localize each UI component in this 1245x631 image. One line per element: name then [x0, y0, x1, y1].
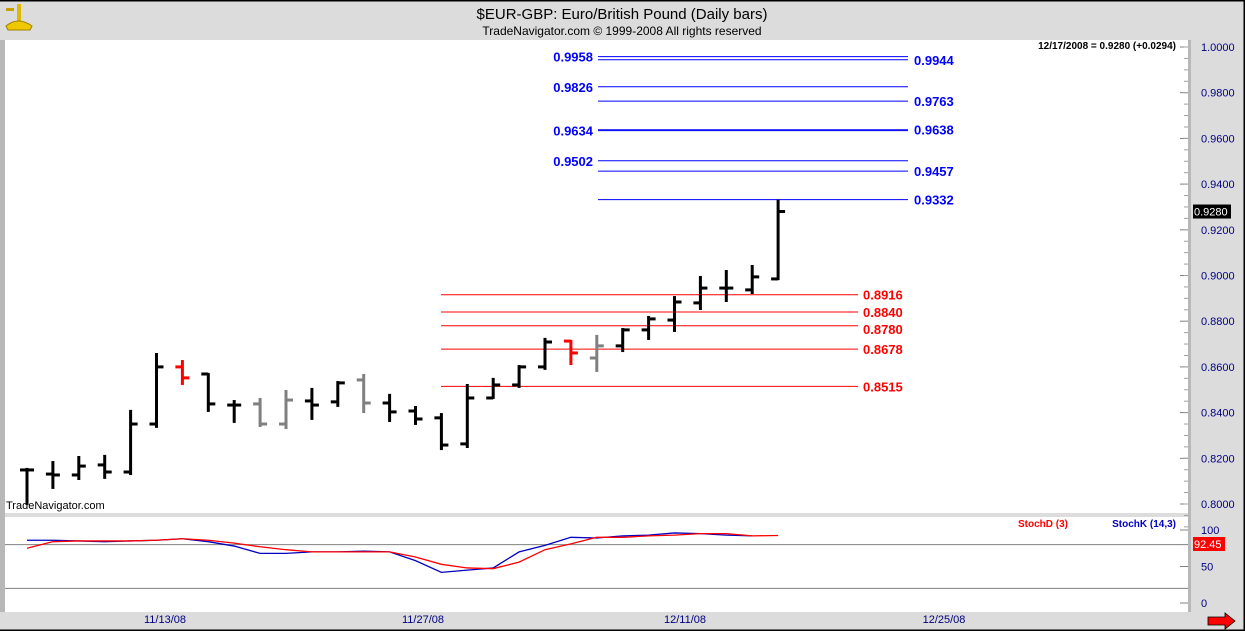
- ohlc-bar: [253, 397, 268, 427]
- blue-level-label: 0.9958: [553, 50, 593, 65]
- bottom-border: [0, 629, 1245, 631]
- blue-level-label: 0.9634: [553, 124, 594, 139]
- y-tick-label: 0.9400: [1201, 179, 1235, 191]
- red-level-label: 0.8780: [863, 322, 903, 337]
- scroll-right-arrow-icon[interactable]: [1207, 612, 1236, 630]
- y-tick-label: 0.9600: [1201, 133, 1235, 145]
- red-level-label: 0.8840: [863, 305, 903, 320]
- stoch-last-value-label: 92.45: [1194, 539, 1222, 551]
- x-tick-label: 12/25/08: [923, 614, 966, 626]
- y-tick-label: 0.8000: [1201, 499, 1235, 511]
- y-tick-label: 0.9000: [1201, 271, 1235, 283]
- ohlc-bar: [693, 275, 708, 311]
- stochastic-panel[interactable]: [5, 517, 1188, 612]
- x-tick-label: 11/27/08: [402, 614, 444, 626]
- blue-level-label: 0.9502: [553, 154, 593, 169]
- blue-level-label: 0.9638: [914, 123, 954, 138]
- ohlc-bar: [719, 270, 734, 303]
- ohlc-bar: [615, 328, 630, 353]
- ohlc-bar: [486, 377, 501, 400]
- ohlc-bar: [589, 334, 604, 372]
- red-level-label: 0.8916: [863, 288, 903, 303]
- ohlc-bar: [434, 413, 449, 451]
- left-edge: [0, 40, 5, 612]
- x-tick-label: 12/11/08: [664, 614, 706, 626]
- x-tick-label: 11/13/08: [144, 614, 186, 626]
- ohlc-bar: [227, 400, 242, 423]
- ohlc-bar: [304, 387, 319, 420]
- sextant-logo-icon[interactable]: [5, 4, 33, 31]
- ohlc-bar: [745, 264, 760, 295]
- ohlc-bar: [330, 381, 345, 407]
- stoch-y-tick-label: 0: [1201, 598, 1207, 610]
- y-tick-label: 0.8200: [1201, 453, 1235, 465]
- stochd-line: [26, 533, 779, 570]
- ohlc-bar: [149, 352, 164, 428]
- stoch-y-tick-label: 50: [1201, 562, 1213, 574]
- last-price-box: [1193, 204, 1231, 219]
- ohlc-bar: [123, 409, 138, 475]
- axis-divider: [1188, 40, 1191, 612]
- date-axis[interactable]: 11/13/08 11/27/08 12/11/08 12/25/08: [144, 614, 965, 626]
- ohlc-bar: [460, 384, 475, 449]
- blue-level-label: 0.9763: [914, 94, 954, 109]
- y-tick-label: 0.8600: [1201, 362, 1235, 374]
- ohlc-bar: [563, 339, 578, 366]
- ohlc-bar: [279, 389, 293, 430]
- price-panel[interactable]: [5, 40, 1188, 513]
- legend-stochk: StochK (14,3): [1112, 519, 1176, 530]
- ohlc-bar: [771, 199, 786, 281]
- ohlc-bar: [408, 405, 423, 425]
- blue-level-label: 0.9457: [914, 164, 954, 179]
- ohlc-bar: [201, 372, 216, 412]
- price-axis[interactable]: 1.0000 0.9800 0.9600 0.9400 0.9200 0.9000 0.88…: [1180, 42, 1235, 528]
- ohlc-bar: [356, 373, 371, 414]
- price-levels: 0.9958 0.9826 0.9634 0.9502 0.9944 0.9763 0.96…: [441, 50, 955, 394]
- ohlc-bar: [512, 365, 527, 388]
- ohlc-bar: [538, 337, 552, 370]
- blue-level-label: 0.9826: [553, 80, 593, 95]
- y-tick-label: 0.8400: [1201, 408, 1235, 420]
- ohlc-bar: [667, 296, 682, 332]
- red-level-label: 0.8678: [863, 342, 903, 357]
- legend-stochd: StochD (3): [1018, 519, 1068, 530]
- ohlc-bar: [97, 454, 112, 479]
- chart-title: $EUR-GBP: Euro/British Pound (Daily bars…: [477, 6, 768, 23]
- ohlc-bar: [175, 360, 190, 385]
- ohlc-bars: [20, 199, 786, 505]
- y-tick-label: 0.9800: [1201, 88, 1235, 100]
- stoch-y-tick-label: 100: [1201, 525, 1219, 537]
- stoch-last-value-box: [1193, 537, 1225, 551]
- last-price-readout: 12/17/2008 = 0.9280 (+0.0294): [1038, 41, 1176, 52]
- blue-level-label: 0.9944: [914, 53, 955, 68]
- ohlc-bar: [641, 315, 656, 340]
- ohlc-bar: [71, 456, 86, 481]
- right-border: [1243, 0, 1245, 631]
- top-border: [0, 0, 1245, 2]
- blue-level-label: 0.9332: [914, 193, 954, 208]
- chart-subtitle: TradeNavigator.com © 1999-2008 All right…: [482, 24, 761, 38]
- y-tick-label: 0.8800: [1201, 316, 1235, 328]
- y-tick-label: 1.0000: [1201, 42, 1235, 54]
- ohlc-bar: [20, 467, 34, 505]
- ohlc-bar: [45, 461, 60, 489]
- red-level-label: 0.8515: [863, 379, 903, 394]
- stochastic-lines: 100 50 0 92.45: [5, 525, 1225, 610]
- ohlc-bar: [382, 393, 397, 422]
- last-price-label: 0.9280: [1194, 207, 1228, 219]
- watermark: TradeNavigator.com: [6, 500, 105, 512]
- y-tick-label: 0.9200: [1201, 225, 1235, 237]
